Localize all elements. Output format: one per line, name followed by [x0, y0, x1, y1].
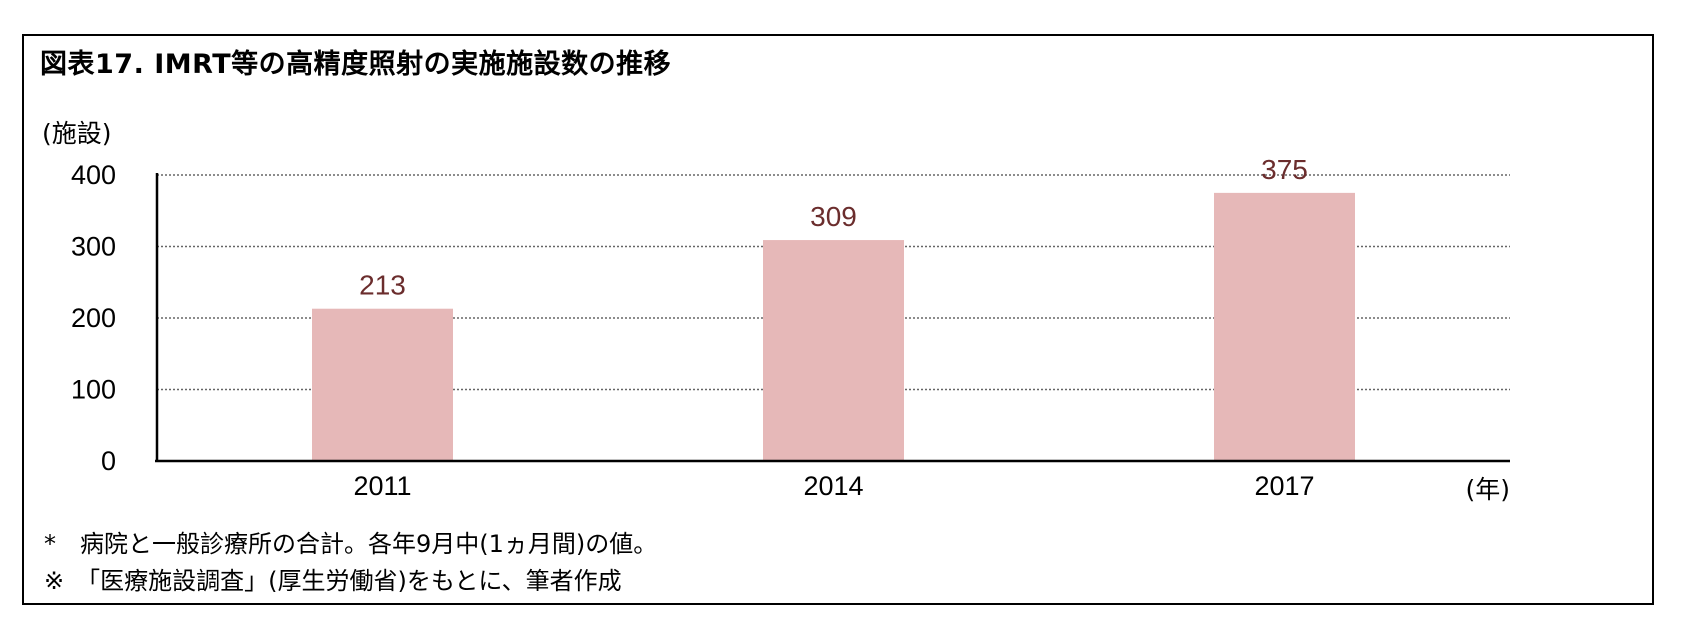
- axes: [155, 173, 1510, 463]
- y-tick-label: 200: [71, 303, 116, 333]
- y-tick-label: 300: [71, 232, 116, 262]
- x-tick-label: 2014: [803, 471, 863, 501]
- figure-frame: [22, 34, 1654, 605]
- y-tick-label: 400: [71, 160, 116, 190]
- y-tick-label: 100: [71, 375, 116, 405]
- bar-2014: [763, 240, 904, 461]
- x-tick-label: 2011: [353, 471, 411, 501]
- y-axis-label: (施設): [42, 119, 112, 148]
- data-label: 213: [359, 270, 406, 301]
- x-axis-label: (年): [1465, 475, 1510, 504]
- data-label: 309: [810, 201, 857, 232]
- y-tick-label: 0: [101, 446, 116, 476]
- data-label: 375: [1261, 154, 1308, 185]
- x-tick-label: 2017: [1254, 471, 1314, 501]
- bar-2011: [312, 308, 453, 461]
- bar-2017: [1214, 192, 1355, 461]
- chart-labels: 0 100 200 300 400 213 2011 309 2014 375 2017 (施設) (年…: [42, 119, 1510, 504]
- figure-title: 図表17. IMRT等の高精度照射の実施施設数の推移: [40, 49, 672, 80]
- footnote-2: ※ 「医療施設調査」(厚生労働省)をもとに、筆者作成: [44, 567, 622, 595]
- bars: [312, 192, 1355, 461]
- footnote-1: * 病院と一般診療所の合計。各年9月中(1ヵ月間)の値。: [44, 530, 658, 558]
